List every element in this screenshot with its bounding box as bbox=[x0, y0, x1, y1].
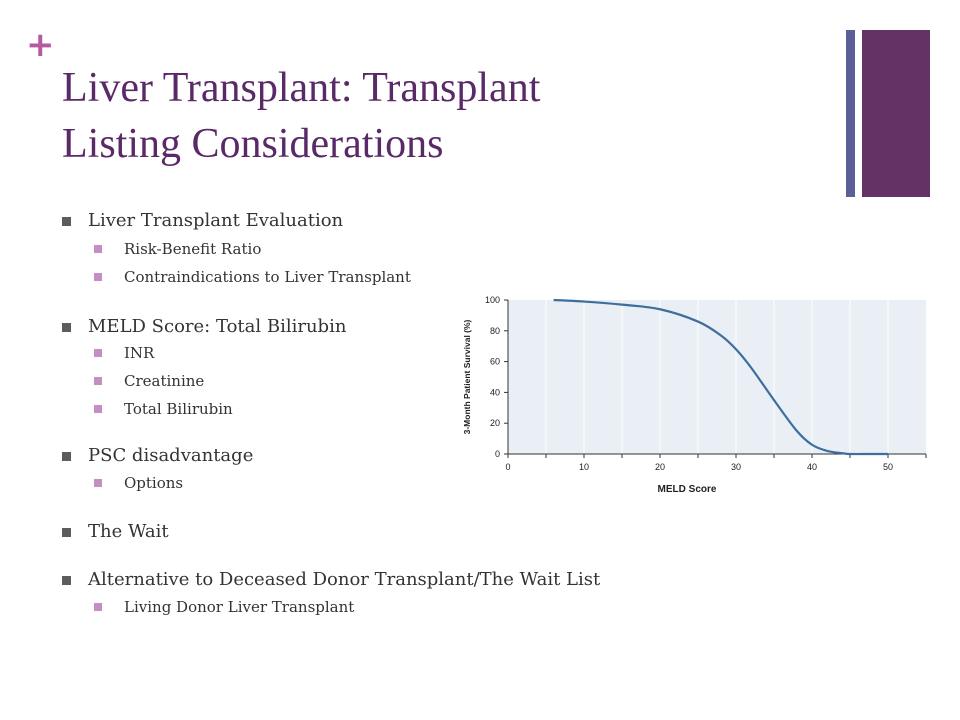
slide-title: Liver Transplant: Transplant Listing Con… bbox=[62, 60, 822, 172]
bullet-level2: Living Donor Liver Transplant bbox=[93, 598, 355, 616]
bullet-level2: Risk-Benefit Ratio bbox=[93, 240, 262, 258]
x-tick-label: 0 bbox=[505, 462, 510, 472]
bullet-level2: Total Bilirubin bbox=[94, 400, 233, 418]
plot-background bbox=[508, 300, 926, 454]
y-tick-label: 60 bbox=[490, 357, 500, 367]
plus-logo-icon: + bbox=[26, 25, 55, 65]
y-tick-label: 20 bbox=[490, 418, 500, 428]
x-tick-label: 40 bbox=[807, 462, 817, 472]
y-tick-label: 0 bbox=[495, 449, 500, 459]
bullet-level1: Liver Transplant Evaluation bbox=[61, 210, 344, 231]
y-axis-label: 3-Month Patient Survival (%) bbox=[462, 319, 472, 434]
x-tick-label: 50 bbox=[883, 462, 893, 472]
chart-svg: 0 10 20 30 40 50 0 20 40 60 80 100 MELD Score 3-Month… bbox=[462, 295, 927, 495]
slide-title-line-2: Listing Considerations bbox=[62, 121, 444, 167]
x-tick-label: 20 bbox=[655, 462, 665, 472]
slide-title-line-1: Liver Transplant: Transplant bbox=[62, 65, 541, 111]
x-axis-label: MELD Score bbox=[658, 484, 717, 495]
bullet-level1: Alternative to Deceased Donor Transplant… bbox=[61, 569, 601, 590]
y-tick-label: 80 bbox=[490, 326, 500, 336]
x-tick-label: 10 bbox=[579, 462, 589, 472]
bullet-level2: INR bbox=[93, 344, 155, 362]
bullet-level1: MELD Score: Total Bilirubin bbox=[61, 316, 347, 337]
accent-bar-thin bbox=[846, 30, 855, 197]
bullet-level2: Options bbox=[93, 474, 184, 492]
y-tick-label: 40 bbox=[490, 387, 500, 397]
bullet-level1: The Wait bbox=[62, 521, 169, 542]
meld-survival-chart: 0 10 20 30 40 50 0 20 40 60 80 100 MELD Score 3-Month… bbox=[452, 288, 932, 498]
bullet-level2: Contraindications to Liver Transplant bbox=[94, 268, 411, 286]
survival-curve-line bbox=[553, 298, 888, 456]
x-tick-label: 30 bbox=[731, 462, 741, 472]
bullet-level1: PSC disadvantage bbox=[61, 445, 254, 466]
accent-bar-thick bbox=[862, 30, 930, 197]
y-tick-label: 100 bbox=[485, 295, 500, 305]
bullet-level2: Creatinine bbox=[93, 372, 205, 390]
